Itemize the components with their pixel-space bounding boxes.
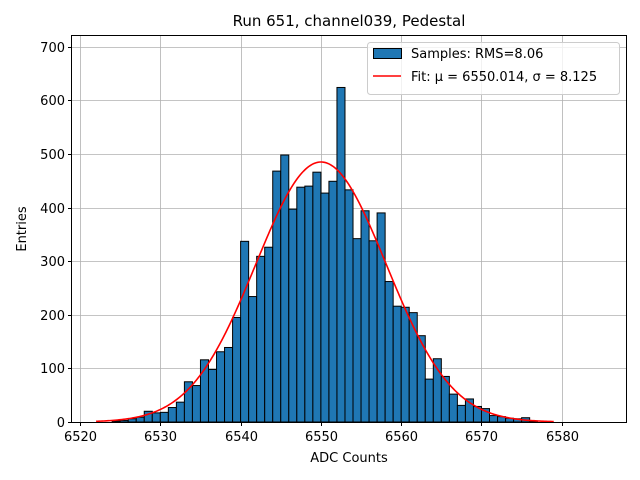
histogram-bar <box>175 401 185 423</box>
x-tick-label: 6560 <box>385 430 418 445</box>
histogram-bar <box>400 306 410 423</box>
histogram-bar <box>216 351 226 423</box>
histogram-bar <box>352 238 362 423</box>
histogram-bar <box>296 186 306 423</box>
histogram-bar <box>328 180 338 423</box>
x-axis-ticks: 6520 6530 6540 6550 6560 6570 6580 <box>64 422 579 445</box>
histogram-bar <box>207 368 218 423</box>
x-tick-label: 6520 <box>64 430 97 445</box>
x-tick-label: 6570 <box>465 430 498 445</box>
y-tick-label: 700 <box>40 41 65 56</box>
plot-frame <box>71 35 627 423</box>
histogram-bar <box>264 246 274 423</box>
histogram-bar <box>320 192 330 423</box>
histogram-bar <box>392 305 402 423</box>
histogram-bar <box>408 312 418 423</box>
gaussian-fit-curve <box>96 161 554 423</box>
y-tick-label: 600 <box>40 94 65 109</box>
histogram-bar <box>151 412 161 423</box>
y-axis-ticks: 0 100 200 300 400 500 600 700 <box>40 41 72 431</box>
chart-title: Run 651, channel039, Pedestal <box>233 12 466 30</box>
histogram-bar <box>248 296 258 423</box>
y-tick-label: 200 <box>40 309 65 324</box>
histogram-bar <box>448 393 458 423</box>
histogram-bar <box>424 378 434 423</box>
legend-box <box>367 42 620 95</box>
x-tick-label: 6540 <box>225 430 258 445</box>
histogram-bar <box>304 185 314 423</box>
y-tick-label: 0 <box>57 416 65 431</box>
histogram-bar <box>384 281 394 423</box>
histogram-bar <box>159 411 169 423</box>
x-tick-label: 6550 <box>305 430 338 445</box>
histogram-bar <box>256 255 266 423</box>
histogram-bar <box>288 208 298 423</box>
histogram-bar <box>240 240 250 423</box>
histogram-bar <box>183 381 193 423</box>
histogram-bar <box>191 385 201 423</box>
legend-fit-label: Fit: μ = 6550.014, σ = 8.125 <box>411 70 597 85</box>
y-axis-label: Entries <box>15 206 30 252</box>
histogram-bar <box>224 346 234 423</box>
histogram-bar <box>119 419 129 423</box>
y-tick-label: 100 <box>40 362 65 377</box>
legend: Samples: RMS=8.06 Fit: μ = 6550.014, σ =… <box>367 42 620 95</box>
x-tick-label: 6530 <box>144 430 177 445</box>
histogram-bar <box>456 404 466 423</box>
y-tick-label: 400 <box>40 202 65 217</box>
histogram-bar <box>360 210 370 423</box>
histogram-bar <box>489 415 499 423</box>
x-axis-label: ADC Counts <box>310 451 388 466</box>
legend-samples-swatch <box>373 48 402 59</box>
legend-samples-label: Samples: RMS=8.06 <box>411 47 543 62</box>
histogram-bar <box>167 407 177 423</box>
y-tick-label: 300 <box>40 255 65 270</box>
histogram-bar <box>135 416 145 423</box>
histogram-bar <box>368 240 378 423</box>
histogram-bar <box>344 189 354 423</box>
histogram-bar <box>336 86 346 423</box>
histogram-bar <box>232 316 242 423</box>
histogram-bar <box>312 171 322 423</box>
x-tick-label: 6580 <box>546 430 579 445</box>
y-tick-label: 500 <box>40 148 65 163</box>
